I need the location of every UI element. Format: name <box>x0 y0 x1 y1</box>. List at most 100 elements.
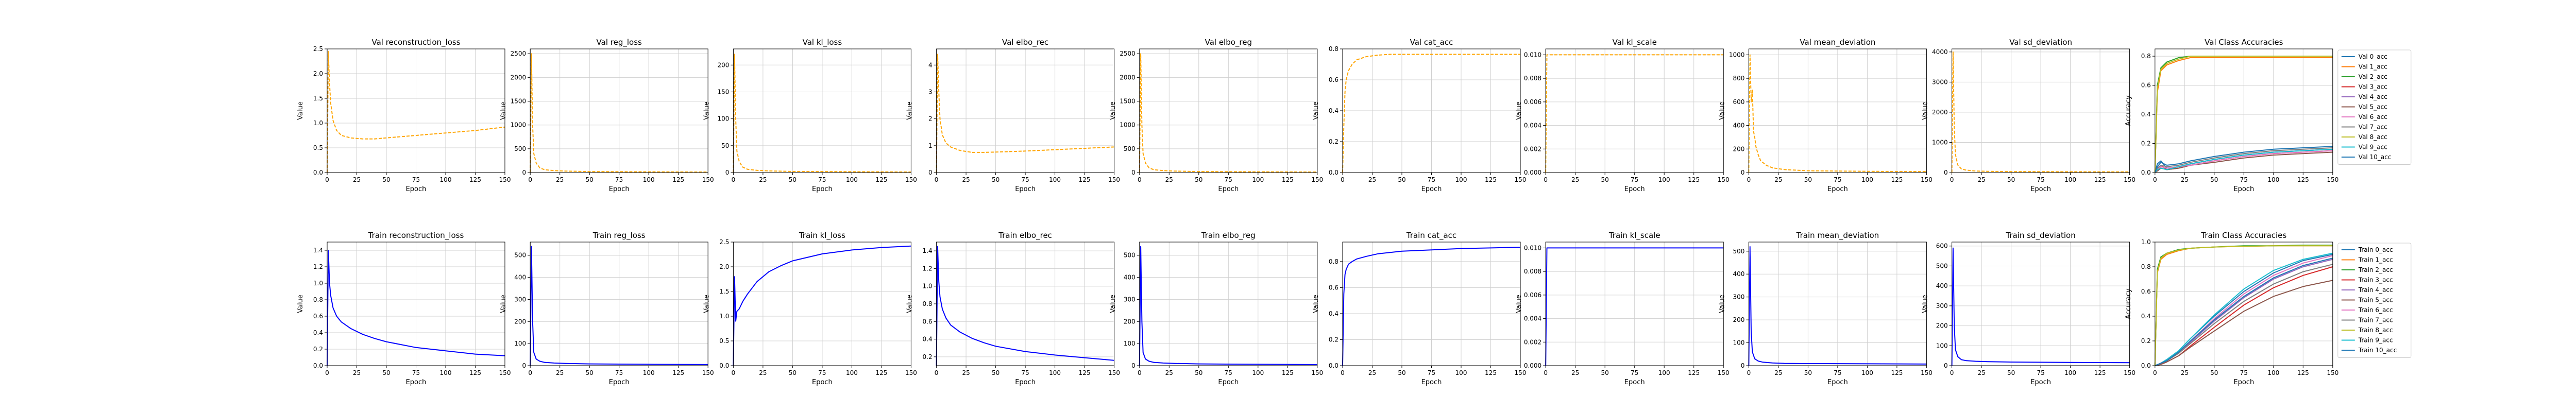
legend-label: Train 6_acc <box>2358 306 2393 314</box>
y-tick-label: 0 <box>522 362 527 369</box>
x-tick-label: 100 <box>643 176 655 183</box>
legend: Val 0_acc Val 1_acc Val 2_acc Val 3_acc Val … <box>2337 49 2412 165</box>
y-tick-label: 0.002 <box>1524 338 1541 346</box>
y-tick-label: 0.4 <box>1329 310 1338 317</box>
chart-title: Val reg_loss <box>597 38 642 47</box>
chart-panel-10: 0 25 50 75 100 125 150 0.0 0.2 0.4 0.6 0.8 Val Class… <box>2125 38 2412 193</box>
legend-label: Val 6_acc <box>2359 113 2387 121</box>
chart-title: Val cat_acc <box>1410 38 1453 47</box>
series-line-1 <box>936 54 1114 173</box>
y-tick-label: 500 <box>514 145 526 152</box>
y-tick-label: 600 <box>1733 98 1744 106</box>
legend-label: Val 1_acc <box>2359 63 2387 71</box>
series-line-1 <box>1139 53 1317 173</box>
y-tick-label: 100 <box>514 340 526 347</box>
chart-title: Val Class Accuracies <box>2205 38 2283 47</box>
y-axis-label: Value <box>1922 295 1929 313</box>
x-tick-label: 75 <box>2037 176 2044 183</box>
x-tick-label: 125 <box>2094 176 2106 183</box>
legend-box <box>2337 49 2412 165</box>
x-tick-label: 150 <box>1718 369 1730 376</box>
y-tick-label: 400 <box>514 274 526 281</box>
x-tick-label: 100 <box>440 369 452 376</box>
x-tick-label: 50 <box>382 369 390 376</box>
y-tick-label: 0.006 <box>1524 98 1541 106</box>
x-axis-label: Epoch <box>2030 185 2051 193</box>
chart-panel-2: 0 25 50 75 100 125 15005001000150020002500Val … <box>500 38 714 193</box>
chart-panel-1: 0 25 50 75 100 125 150 0.0 0.5 1.0 1.5 2.0 2.5 Val re… <box>297 38 511 193</box>
x-axis-label: Epoch <box>2030 379 2051 386</box>
x-tick-label: 100 <box>1861 369 1873 376</box>
y-tick-label: 1.5 <box>719 288 729 295</box>
legend-label: Train 7_acc <box>2358 317 2393 324</box>
x-tick-label: 50 <box>2007 176 2015 183</box>
y-axis-label: Value <box>906 295 914 313</box>
x-tick-label: 150 <box>499 369 511 376</box>
x-tick-label: 150 <box>1921 369 1933 376</box>
y-tick-label: 1.0 <box>2141 238 2151 246</box>
legend-label: Val 8_acc <box>2359 133 2387 141</box>
chart-title: Train reconstruction_loss <box>368 231 464 241</box>
x-tick-label: 75 <box>1021 176 1029 183</box>
chart-panel-13: 0 25 50 75 100 125 150 0.0 0.5 1.0 1.5 2.0 2.5 Train … <box>703 231 917 386</box>
y-tick-label: 0.8 <box>2141 53 2151 60</box>
x-axis-label: Epoch <box>2233 185 2254 193</box>
y-tick-label: 1.4 <box>313 247 323 254</box>
series-line-7 <box>2155 150 2333 173</box>
x-axis-label: Epoch <box>1421 379 1442 386</box>
x-axis-label: Epoch <box>406 185 427 193</box>
y-tick-label: 1500 <box>1120 98 1136 105</box>
x-tick-label: 25 <box>759 176 767 183</box>
y-tick-label: 0.6 <box>1329 76 1338 83</box>
y-tick-label: 0.000 <box>1524 362 1541 369</box>
x-tick-label: 0 <box>1138 176 1142 183</box>
y-tick-label: 0.0 <box>719 362 729 369</box>
y-tick-label: 2.0 <box>719 263 729 270</box>
x-tick-label: 100 <box>2064 369 2076 376</box>
y-tick-label: 0.4 <box>923 336 933 343</box>
y-tick-label: 0.0 <box>2141 362 2151 369</box>
series-line-1 <box>327 50 505 173</box>
x-tick-label: 75 <box>1834 369 1841 376</box>
x-axis-label: Epoch <box>406 379 427 386</box>
chart-title: Train elbo_reg <box>1201 231 1256 241</box>
chart-title: Val mean_deviation <box>1800 38 1875 47</box>
x-tick-label: 0 <box>2153 369 2157 376</box>
plot-frame <box>1545 242 1724 366</box>
y-tick-label: 2000 <box>1120 74 1136 81</box>
y-tick-label: 1000 <box>1120 122 1136 129</box>
x-tick-label: 125 <box>1282 369 1294 376</box>
series-line-1 <box>733 54 911 173</box>
x-tick-label: 50 <box>992 176 999 183</box>
y-tick-label: 0.006 <box>1524 291 1541 299</box>
y-tick-label: 0.008 <box>1524 268 1541 275</box>
plot-frame <box>530 242 708 366</box>
y-tick-label: 0.6 <box>1329 284 1338 291</box>
y-tick-label: 0.6 <box>2141 288 2151 295</box>
x-tick-label: 50 <box>1195 369 1202 376</box>
x-tick-label: 100 <box>1861 176 1873 183</box>
x-axis-label: Epoch <box>1624 379 1645 386</box>
y-tick-label: 2.5 <box>313 45 323 53</box>
chart-panel-4: 0 25 50 75 100 125 150 0 1 2 3 4 Val elbo_rec Epoch Va… <box>906 38 1120 193</box>
y-axis-label: Value <box>1312 101 1320 120</box>
x-tick-label: 125 <box>1079 176 1091 183</box>
y-tick-label: 400 <box>1733 122 1744 129</box>
x-tick-label: 100 <box>1658 369 1670 376</box>
x-tick-label: 50 <box>2210 369 2218 376</box>
x-tick-label: 0 <box>1544 176 1548 183</box>
y-tick-label: 500 <box>1124 252 1136 259</box>
y-tick-label: 2000 <box>1932 109 1948 116</box>
series-line-1 <box>1342 54 1520 173</box>
x-tick-label: 0 <box>325 369 329 376</box>
y-tick-label: 0.004 <box>1524 122 1541 129</box>
chart-title: Val kl_scale <box>1613 38 1657 47</box>
x-tick-label: 125 <box>1282 176 1294 183</box>
plot-frame <box>733 242 911 366</box>
y-axis-label: Accuracy <box>2125 288 2132 319</box>
chart-title: Val elbo_reg <box>1205 38 1252 47</box>
series-line-1 <box>1545 247 1724 366</box>
x-tick-label: 50 <box>1804 369 1812 376</box>
x-tick-label: 0 <box>1341 369 1345 376</box>
x-tick-label: 125 <box>1485 369 1497 376</box>
